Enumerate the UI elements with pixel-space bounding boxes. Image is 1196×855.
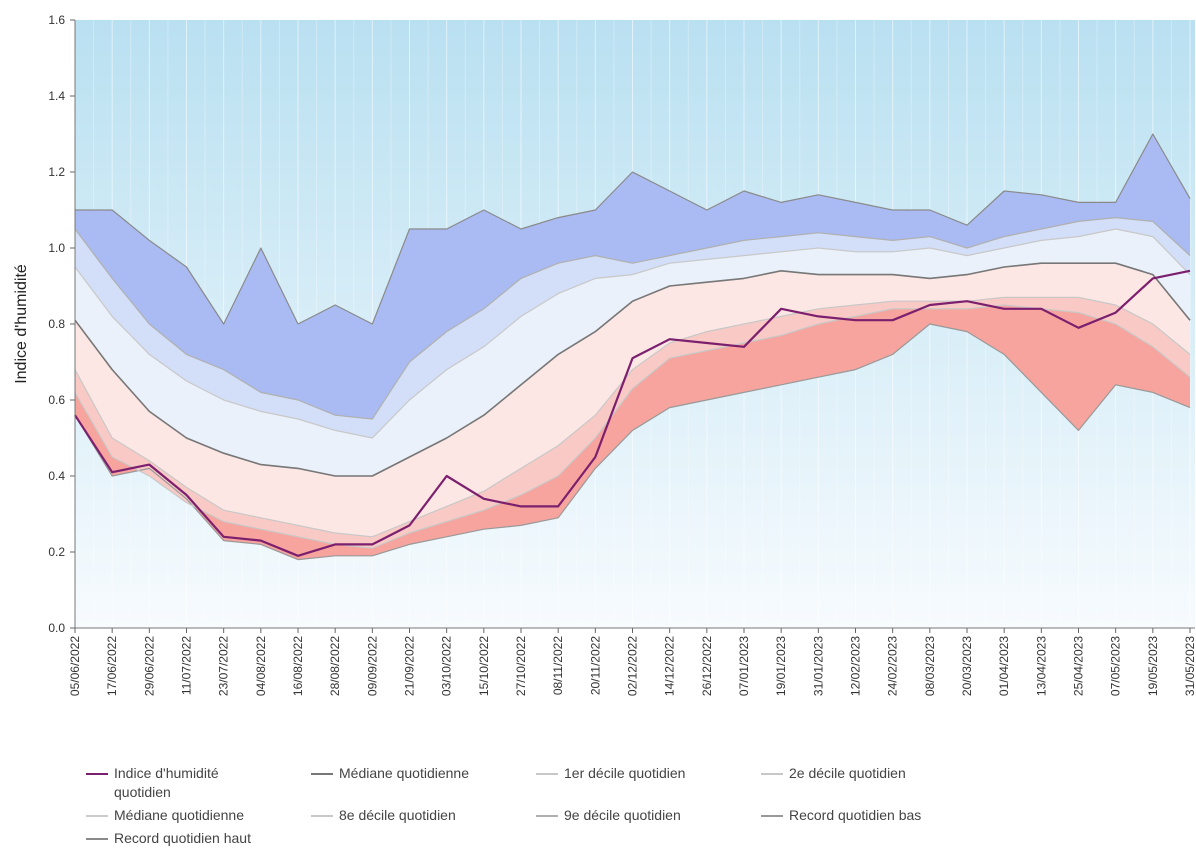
series-line bbox=[74, 323, 1191, 561]
x-tick-label: 19/01/2023 bbox=[774, 636, 788, 696]
x-tick-label: 14/12/2022 bbox=[663, 636, 677, 696]
x-tick-label: 17/06/2022 bbox=[105, 636, 119, 696]
legend-swatch bbox=[86, 838, 108, 840]
x-tick-label: 05/06/2022 bbox=[68, 636, 82, 696]
legend-label: Indice d'humidité quotidien bbox=[114, 765, 219, 800]
y-tick-label: 0.8 bbox=[48, 317, 65, 331]
x-tick-label: 16/08/2022 bbox=[291, 636, 305, 696]
x-tick-label: 11/07/2022 bbox=[180, 636, 194, 695]
series-line bbox=[75, 133, 1191, 325]
series-line bbox=[74, 262, 1191, 477]
legend-swatch bbox=[536, 815, 558, 817]
legend-label: 1er décile quotidien bbox=[564, 765, 686, 781]
x-tick-label: 19/05/2023 bbox=[1146, 636, 1160, 696]
x-tick-label: 09/09/2022 bbox=[365, 636, 379, 696]
legend: Indice d'humidité quotidien Médiane quoti… bbox=[86, 764, 1196, 852]
x-tick-label: 23/07/2022 bbox=[217, 636, 231, 696]
x-tick-label: 15/10/2022 bbox=[477, 636, 491, 696]
x-tick-label: 21/09/2022 bbox=[403, 636, 417, 696]
legend-item[interactable]: Médiane quotidienne bbox=[311, 764, 536, 802]
x-tick-label: 25/04/2023 bbox=[1072, 636, 1086, 696]
band bbox=[75, 229, 1190, 476]
legend-item[interactable]: Record quotidien bas bbox=[761, 806, 986, 825]
legend-item[interactable]: 1er décile quotidien bbox=[536, 764, 761, 802]
legend-label: 2e décile quotidien bbox=[789, 765, 906, 781]
legend-swatch bbox=[761, 773, 783, 775]
x-tick-label: 26/12/2022 bbox=[700, 636, 714, 696]
legend-label: 9e décile quotidien bbox=[564, 807, 681, 823]
y-tick-label: 0.4 bbox=[48, 469, 65, 483]
x-tick-label: 02/12/2022 bbox=[626, 636, 640, 696]
x-tick-label: 04/08/2022 bbox=[254, 636, 268, 696]
y-tick-label: 0.2 bbox=[48, 545, 65, 559]
x-tick-label: 13/04/2023 bbox=[1034, 636, 1048, 696]
chart: Indice d'humidité 05/06/2022 17/06/2022 29… bbox=[13, 13, 1196, 696]
y-tick-label: 0.6 bbox=[48, 393, 65, 407]
y-tick-label: 1.6 bbox=[48, 13, 65, 27]
series-line bbox=[74, 269, 1191, 557]
series-line bbox=[74, 296, 1191, 538]
legend-item[interactable]: 9e décile quotidien bbox=[536, 806, 761, 825]
legend-label: Record quotidien bas bbox=[789, 807, 922, 823]
x-tick-label: 27/10/2022 bbox=[514, 636, 528, 696]
x-tick-label: 31/01/2023 bbox=[811, 636, 825, 696]
legend-swatch bbox=[86, 773, 108, 775]
legend-item[interactable]: Record quotidien haut bbox=[86, 829, 311, 848]
x-tick-label: 03/10/2022 bbox=[440, 636, 454, 696]
legend-item[interactable]: Médiane quotidienne bbox=[86, 806, 311, 825]
legend-swatch bbox=[311, 773, 333, 775]
legend-item[interactable]: Indice d'humidité quotidien bbox=[86, 764, 311, 802]
legend-swatch bbox=[761, 815, 783, 817]
x-tick-label: 12/02/2023 bbox=[849, 636, 863, 696]
legend-swatch bbox=[86, 815, 108, 817]
legend-label: Médiane quotidienne bbox=[114, 807, 244, 823]
x-tick-label: 07/05/2023 bbox=[1109, 636, 1123, 696]
band bbox=[75, 263, 1190, 537]
x-tick-label: 31/05/2023 bbox=[1183, 636, 1196, 696]
series-line bbox=[74, 304, 1191, 549]
x-tick-label: 07/01/2023 bbox=[737, 636, 751, 696]
y-tick-label: 1.4 bbox=[48, 89, 65, 103]
x-tick-label: 29/06/2022 bbox=[142, 636, 156, 696]
y-tick-label: 1.0 bbox=[48, 241, 65, 255]
series-line bbox=[74, 217, 1191, 420]
legend-item[interactable]: 2e décile quotidien bbox=[761, 764, 986, 802]
legend-label: Médiane quotidienne bbox=[339, 765, 469, 781]
legend-swatch bbox=[311, 815, 333, 817]
band bbox=[75, 134, 1190, 419]
y-tick-label: 0.0 bbox=[48, 621, 65, 635]
y-axis-title: Indice d'humidité bbox=[13, 264, 30, 384]
legend-item[interactable]: 8e décile quotidien bbox=[311, 806, 536, 825]
legend-label: Record quotidien haut bbox=[114, 830, 251, 846]
x-tick-label: 24/02/2023 bbox=[886, 636, 900, 696]
legend-swatch bbox=[536, 773, 558, 775]
x-tick-label: 20/03/2023 bbox=[960, 636, 974, 696]
x-tick-label: 08/03/2023 bbox=[923, 636, 937, 696]
x-tick-label: 08/11/2022 bbox=[551, 636, 565, 695]
band bbox=[75, 305, 1190, 560]
x-tick-label: 20/11/2022 bbox=[588, 636, 602, 695]
x-tick-label: 01/04/2023 bbox=[997, 636, 1011, 696]
legend-label: 8e décile quotidien bbox=[339, 807, 456, 823]
series-line bbox=[74, 228, 1191, 439]
x-tick-label: 28/08/2022 bbox=[328, 636, 342, 696]
y-tick-label: 1.2 bbox=[48, 165, 65, 179]
